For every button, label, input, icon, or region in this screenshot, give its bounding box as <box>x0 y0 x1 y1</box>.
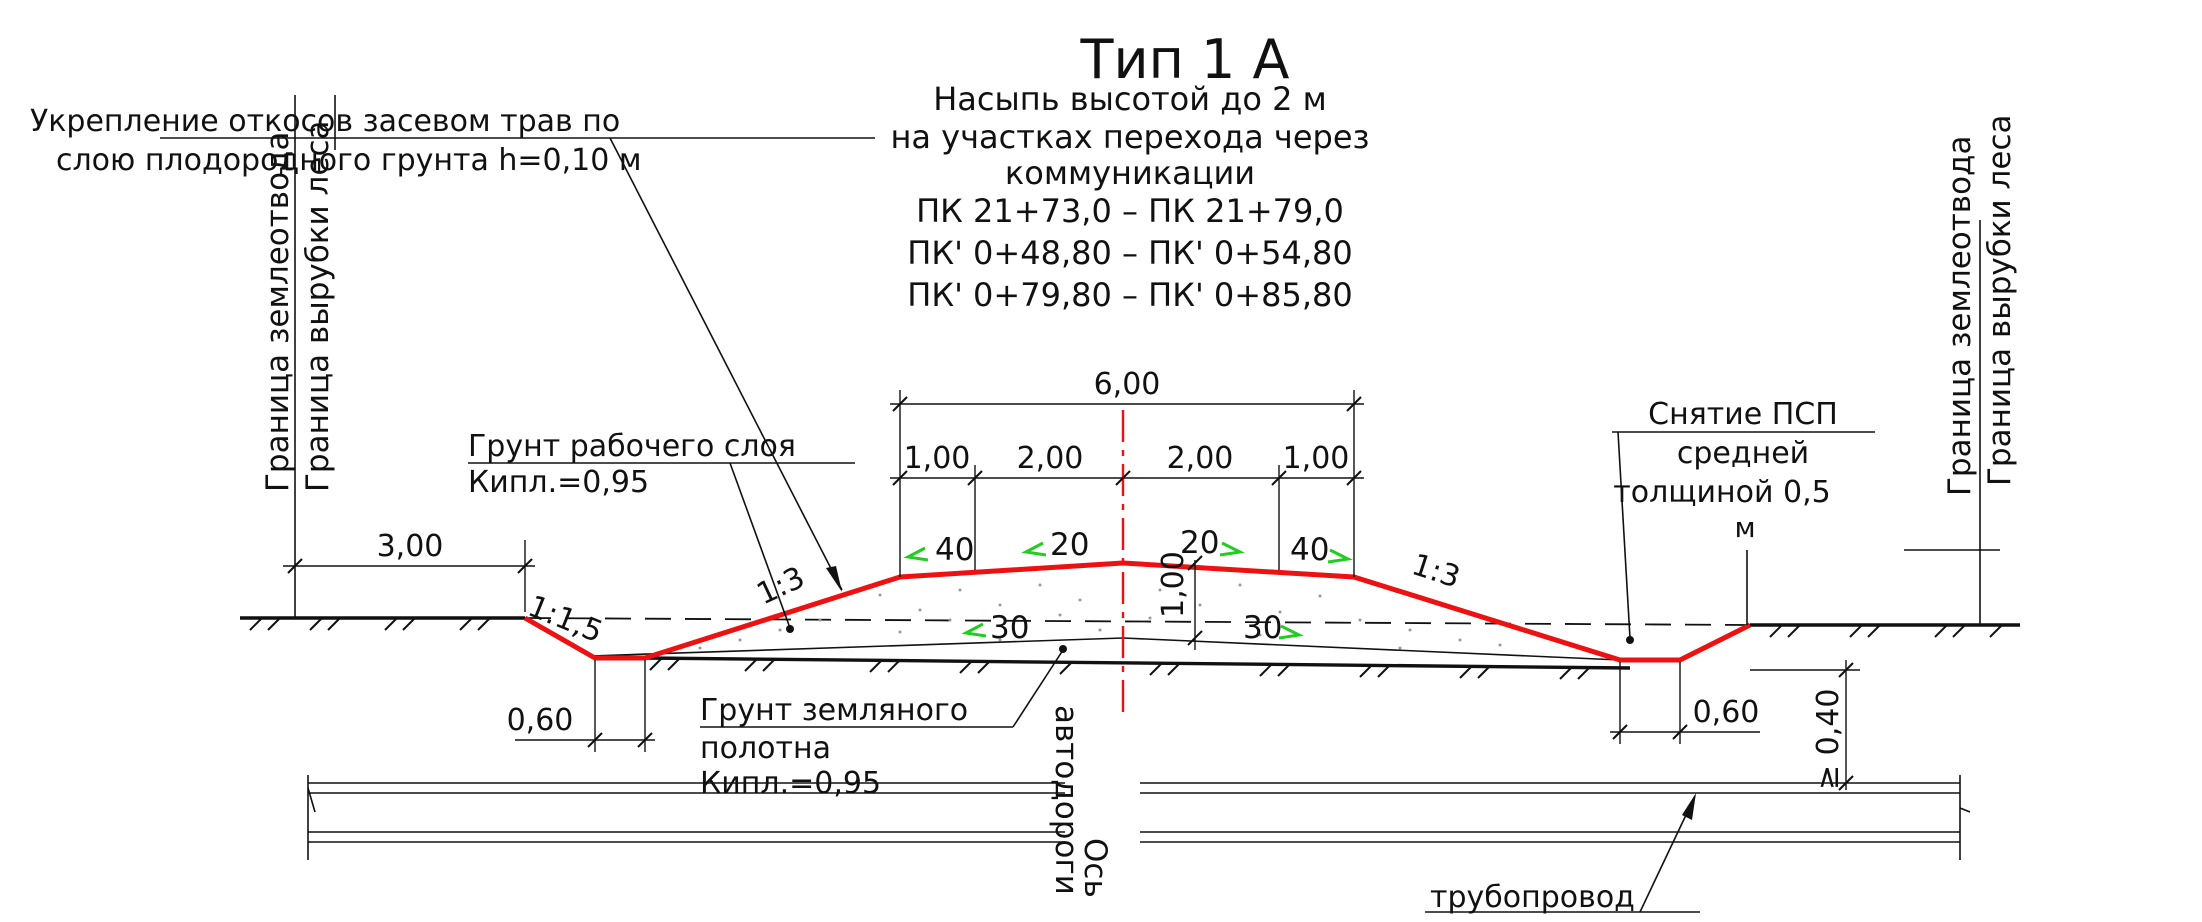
title-block: Тип 1 А Насыпь высотой до 2 м на участка… <box>890 28 1369 314</box>
title-line-3: коммуникации <box>1005 154 1255 192</box>
working-layer-bottom-right <box>1122 637 1621 661</box>
psp-removal-note: Снятие ПСП средней толщиной 0,5 м <box>1612 397 1875 644</box>
slope-arrow-icon <box>961 622 987 638</box>
dim-right-lane: 2,00 <box>1167 441 1234 476</box>
title-pk-line-2: ПК' 0+48,80 – ПК' 0+54,80 <box>907 234 1352 272</box>
dim-pipe-depth: ≥ 0,40 <box>1811 689 1846 790</box>
left-forest-boundary-label: Граница вырубки леса <box>300 121 336 493</box>
psp-removal-label-1: Снятие ПСП <box>1648 397 1838 432</box>
title-pk-line-1: ПК 21+73,0 – ПК 21+79,0 <box>916 192 1344 230</box>
title-pk-line-3: ПК' 0+79,80 – ПК' 0+85,80 <box>907 276 1352 314</box>
left-boundaries: Граница землеотвода Граница вырубки леса <box>260 95 336 618</box>
roadbed-soil-label-2: полотна <box>700 731 831 766</box>
slope-embankment-right: 1:3 <box>1408 547 1465 595</box>
right-ditch-dimension: 0,60 <box>1610 662 1760 744</box>
roadbed-soil-label-1: Грунт земляного <box>700 693 968 728</box>
psp-removal-label-2: средней <box>1677 436 1809 471</box>
pipeline-label: трубопровод <box>1430 880 1635 915</box>
slope-values: 40 20 20 40 30 30 1:1,5 1:3 1:3 <box>523 525 1464 650</box>
right-forest-boundary-label: Граница вырубки леса <box>1982 115 2018 487</box>
slope-arrow-icon <box>903 546 929 562</box>
dim-right-shoulder: 1,00 <box>1283 441 1350 476</box>
dim-left-berm: 3,00 <box>377 529 444 564</box>
slope-arrow-icon <box>1278 624 1304 640</box>
slope-arrow-icon <box>1327 548 1353 564</box>
center-height-dimension: 1,00 <box>1156 551 1203 650</box>
working-layer-note: Грунт рабочего слоя Кипл.=0,95 <box>468 429 855 633</box>
slope-reinforcement-text-1: Укрепление откосов засевом трав по <box>30 104 620 139</box>
slope-shoulder-right: 40 <box>1290 532 1329 568</box>
right-land-boundary-label: Граница землеотвода <box>1942 136 1978 496</box>
right-boundaries: Граница землеотвода Граница вырубки леса <box>1904 115 2018 625</box>
pipe-depth-dimension: ≥ 0,40 <box>1750 660 1860 791</box>
psp-removal-label-4: м <box>1734 511 1755 544</box>
ground-surface <box>240 616 2020 680</box>
slope-arrow-icon <box>1021 541 1047 557</box>
section-type-title: Тип 1 А <box>1079 28 1289 91</box>
slope-lane-right: 20 <box>1180 525 1219 561</box>
working-layer-k-label: Кипл.=0,95 <box>468 465 649 500</box>
slope-base-left: 30 <box>990 610 1029 646</box>
roadbed-soil-note: Грунт земляного полотна Кипл.=0,95 <box>700 645 1067 801</box>
slope-base-right: 30 <box>1243 610 1282 646</box>
left-berm-dimension: 3,00 <box>283 529 535 612</box>
pipeline: трубопровод <box>307 775 1971 915</box>
dim-left-ditch: 0,60 <box>507 703 574 738</box>
ground-hatching <box>249 617 2003 680</box>
dim-left-lane: 2,00 <box>1017 441 1084 476</box>
left-ditch-dimension: 0,60 <box>507 660 655 752</box>
embankment-fill <box>698 583 1502 650</box>
psp-removal-label-3: толщиной 0,5 <box>1613 475 1830 510</box>
slope-arrow-icon <box>1219 541 1245 557</box>
embankment-outline <box>523 560 1752 663</box>
working-layer-bottom-left <box>589 637 1124 657</box>
road-axis-label-2: автодороги <box>1048 705 1084 895</box>
roadbed-base-line <box>644 656 1631 670</box>
top-dimensions: 6,00 1,00 2,00 2,00 1,00 <box>890 367 1364 577</box>
left-land-boundary-label: Граница землеотвода <box>260 132 296 492</box>
dim-top-total: 6,00 <box>1094 367 1161 402</box>
existing-ground-dashed-line <box>524 617 1751 626</box>
dim-right-ditch: 0,60 <box>1693 695 1760 730</box>
slope-reinforcement-note: Укрепление откосов засевом трав по слою … <box>30 104 875 592</box>
road-axis-label: Ось автодороги <box>1048 705 1113 898</box>
slope-reinforcement-leader <box>609 137 843 591</box>
dim-center-height: 1,00 <box>1156 551 1191 618</box>
leader-arrowhead <box>826 566 842 592</box>
title-line-2: на участках перехода через <box>890 118 1369 156</box>
slope-shoulder-left: 40 <box>935 532 974 568</box>
title-line-1: Насыпь высотой до 2 м <box>933 80 1327 118</box>
dim-left-shoulder: 1,00 <box>904 441 971 476</box>
working-layer-label: Грунт рабочего слоя <box>468 429 796 464</box>
slope-reinforcement-text-2: слою плодородного грунта h=0,10 м <box>56 143 642 178</box>
road-axis-label-1: Ось <box>1077 838 1113 898</box>
slope-lane-left: 20 <box>1050 527 1089 563</box>
